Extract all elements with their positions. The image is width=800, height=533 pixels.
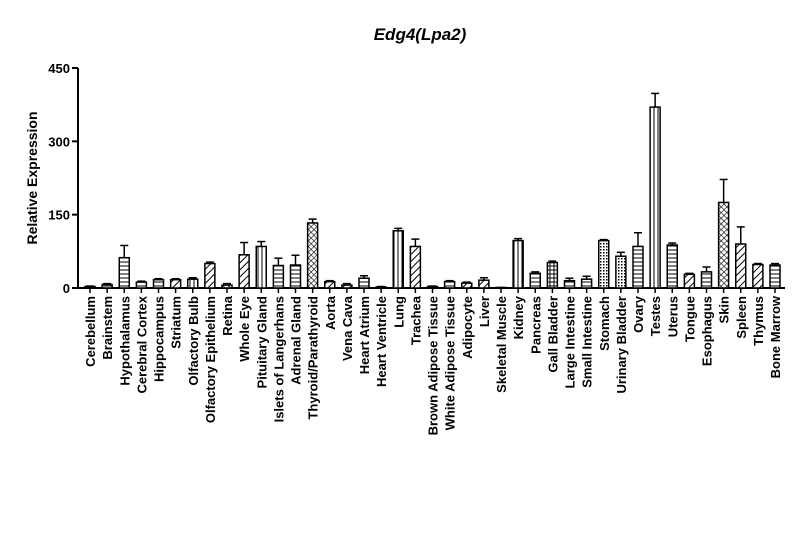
bar	[410, 246, 420, 288]
bar	[719, 202, 729, 288]
x-tick-label: Hypothalamus	[117, 296, 132, 386]
bar	[205, 264, 215, 288]
bar	[462, 283, 472, 288]
x-tick-label: Cerebral Cortex	[134, 295, 149, 393]
x-tick-label: Uterus	[665, 296, 680, 337]
x-tick-label: Pituitary Gland	[254, 296, 269, 389]
bar	[547, 263, 557, 288]
bar	[291, 265, 301, 288]
x-tick-label: Esophagus	[700, 296, 715, 366]
bar	[308, 223, 318, 288]
bar	[325, 282, 335, 288]
x-tick-label: Skeletal Muscle	[494, 296, 509, 393]
bar	[702, 272, 712, 288]
x-tick-label: Brown Adipose Tissue	[426, 296, 441, 435]
bar	[119, 258, 129, 288]
bar	[85, 287, 95, 288]
bar	[239, 255, 249, 288]
x-tick-label: Heart Ventricle	[374, 296, 389, 387]
x-tick-label: Large Intestine	[563, 296, 578, 388]
x-tick-label: Small Intestine	[580, 296, 595, 388]
bar	[736, 244, 746, 288]
x-tick-label: Olfactory Bulb	[186, 296, 201, 386]
bar	[222, 285, 232, 288]
bar	[376, 287, 386, 288]
bar	[479, 280, 489, 288]
bar	[530, 273, 540, 288]
bar	[171, 280, 181, 288]
bar	[633, 246, 643, 288]
x-tick-label: Skin	[717, 296, 732, 324]
x-tick-label: White Adipose Tissue	[443, 296, 458, 430]
x-tick-label: Tongue	[682, 296, 697, 342]
x-tick-label: Brainstem	[100, 296, 115, 360]
x-tick-label: Olfactory Epithelium	[203, 296, 218, 423]
y-tick-label: 150	[48, 208, 70, 223]
x-tick-label: Ovary	[631, 295, 646, 333]
bar	[359, 278, 369, 288]
bar	[684, 274, 694, 288]
bar	[154, 280, 164, 288]
x-tick-label: Thyroid/Parathyroid	[306, 296, 321, 420]
bar	[188, 279, 198, 288]
bar	[102, 285, 112, 288]
bar	[256, 246, 266, 288]
y-tick-label: 0	[63, 281, 70, 296]
x-tick-label: Whole Eye	[237, 296, 252, 362]
bar	[445, 282, 455, 288]
bar	[565, 281, 575, 288]
x-tick-label: Vena Cava	[340, 295, 355, 361]
y-tick-label: 450	[48, 61, 70, 76]
x-tick-label: Adipocyte	[460, 296, 475, 359]
bar	[342, 285, 352, 288]
x-tick-label: Kidney	[511, 295, 526, 339]
x-tick-label: Spleen	[734, 296, 749, 339]
bar	[616, 256, 626, 288]
bar	[667, 245, 677, 288]
x-tick-label: Retina	[220, 295, 235, 336]
x-tick-label: Heart Atrium	[357, 296, 372, 374]
bar	[650, 107, 660, 288]
x-tick-label: Lung	[391, 296, 406, 328]
x-tick-label: Pancreas	[528, 296, 543, 354]
x-tick-label: Adrenal Gland	[289, 296, 304, 385]
bar	[513, 241, 523, 288]
x-tick-label: Islets of Langerhans	[271, 296, 286, 422]
chart-title: Edg4(Lpa2)	[374, 25, 467, 44]
x-tick-label: Testes	[648, 296, 663, 336]
bar	[428, 287, 438, 288]
y-axis-label: Relative Expression	[24, 111, 40, 244]
bar	[393, 231, 403, 288]
x-tick-label: Aorta	[323, 295, 338, 330]
y-tick-label: 300	[48, 134, 70, 149]
bar	[136, 282, 146, 288]
x-tick-label: Gall Bladder	[545, 296, 560, 373]
x-tick-label: Striatum	[169, 296, 184, 349]
bar	[753, 265, 763, 288]
bar	[599, 241, 609, 288]
bar	[582, 279, 592, 288]
bar	[273, 266, 283, 288]
x-tick-label: Bone Marrow	[768, 295, 783, 378]
bar	[770, 265, 780, 288]
x-tick-label: Trachea	[408, 295, 423, 345]
x-tick-label: Thymus	[751, 296, 766, 346]
x-tick-label: Cerebellum	[83, 296, 98, 367]
x-tick-label: Stomach	[597, 296, 612, 351]
x-tick-label: Urinary Bladder	[614, 296, 629, 394]
x-tick-label: Hippocampus	[152, 296, 167, 382]
x-tick-label: Liver	[477, 296, 492, 327]
